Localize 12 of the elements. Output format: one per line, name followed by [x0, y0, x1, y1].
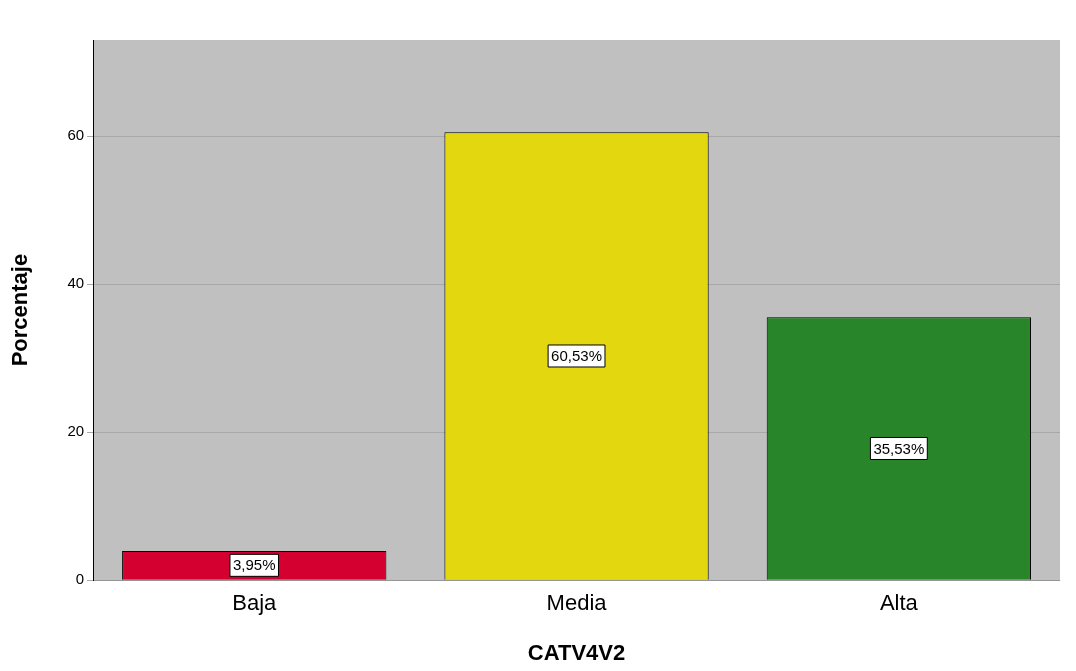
y-axis-title: Porcentaje	[7, 253, 33, 367]
x-axis-title: CATV4V2	[527, 639, 626, 665]
y-tick-label: 60	[67, 126, 85, 144]
data-label: 35,53%	[873, 439, 925, 457]
y-tick-label: 40	[67, 274, 85, 292]
x-tick-label: Alta	[879, 590, 919, 616]
x-tick-label: Media	[546, 590, 608, 616]
y-tick-label: 20	[67, 422, 85, 440]
y-tick-label: 0	[75, 570, 85, 588]
data-label: 3,95%	[232, 556, 276, 574]
x-tick-label: Baja	[232, 590, 278, 616]
data-label: 60,53%	[551, 347, 602, 365]
